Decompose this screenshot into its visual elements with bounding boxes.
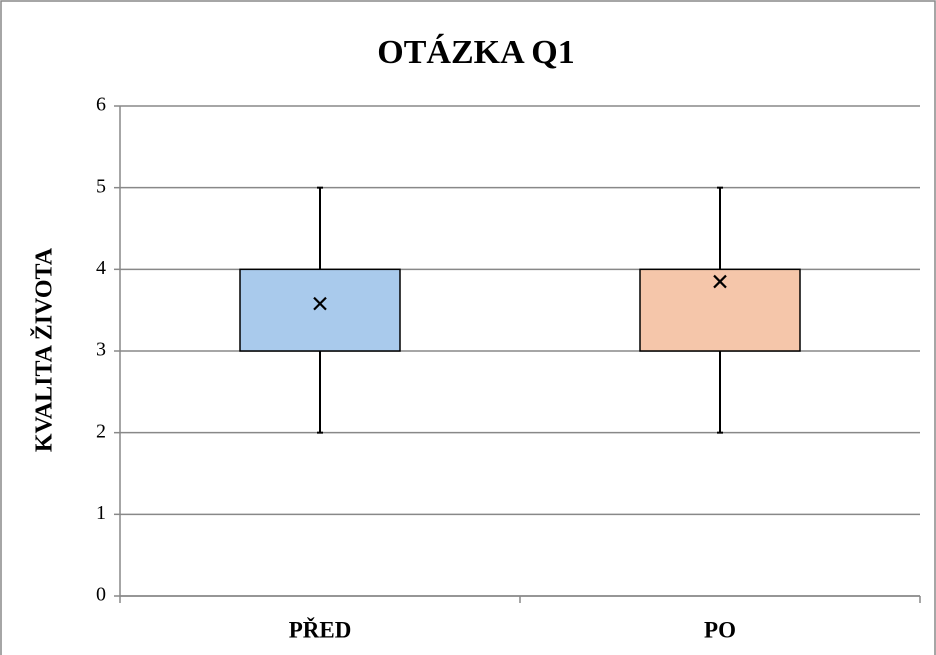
y-tick-label: 0: [96, 584, 106, 606]
y-axis-label: KVALITA ŽIVOTA: [31, 247, 58, 452]
y-tick-label: 2: [96, 420, 106, 442]
box: [639, 268, 801, 352]
y-tick-label: 3: [96, 339, 106, 361]
y-tick-label: 4: [96, 257, 106, 279]
box: [239, 268, 401, 352]
y-tick-label: 1: [96, 502, 106, 524]
mean-marker: [313, 296, 327, 311]
x-tick-label: PO: [704, 617, 736, 642]
chart-title: OTÁZKA Q1: [377, 34, 574, 71]
x-tick-label: PŘED: [289, 616, 352, 642]
y-tick-label: 6: [96, 94, 106, 116]
mean-marker: [713, 274, 727, 289]
y-tick-label: 5: [96, 175, 106, 197]
